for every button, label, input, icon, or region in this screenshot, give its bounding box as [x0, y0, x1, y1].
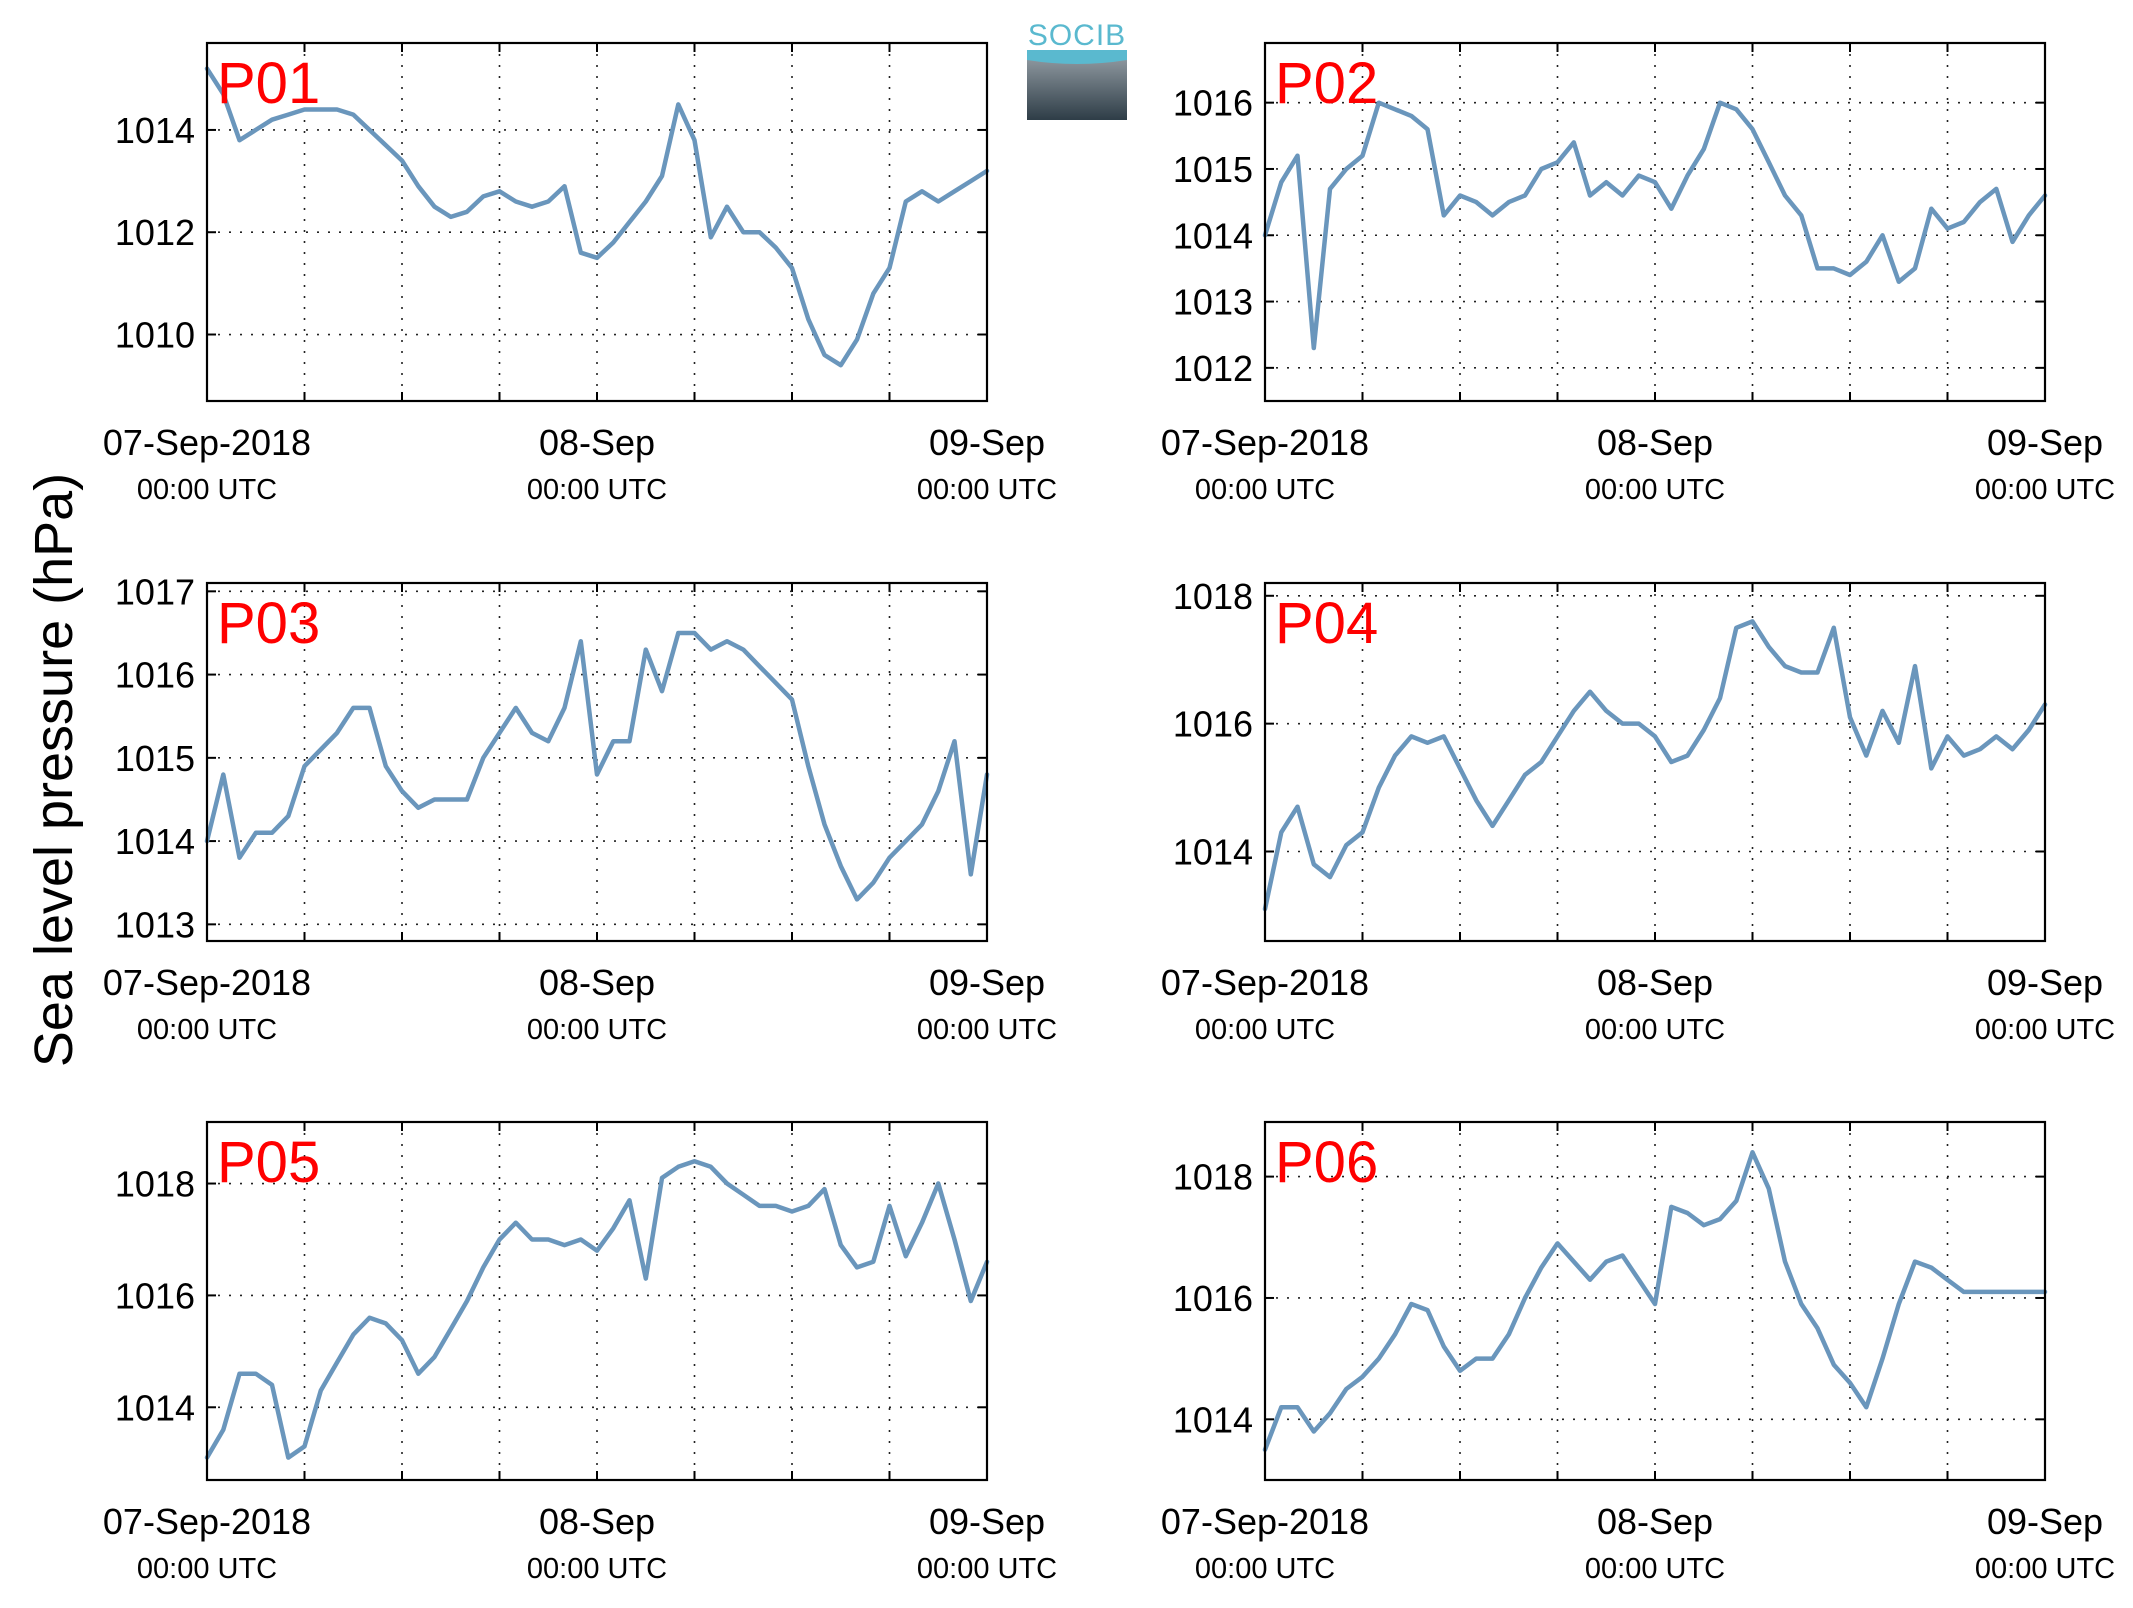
x-tick-sublabel: 00:00 UTC: [1195, 1553, 1335, 1585]
y-tick-label: 1015: [1173, 149, 1253, 190]
x-tick-label: 07-Sep-2018: [1161, 1501, 1369, 1542]
axes-frame: [205, 581, 989, 943]
x-tick-sublabel: 00:00 UTC: [1975, 1553, 2115, 1585]
x-tick-label: 08-Sep: [1597, 1501, 1713, 1542]
panel-p03: 1013 1014 1015 1016 1017 07-Sep-2018 00:00 UTC…: [103, 571, 1057, 1046]
x-tick-sublabel: 00:00 UTC: [527, 1553, 667, 1585]
x-tick-label: 09-Sep: [929, 962, 1045, 1003]
x-tick-sublabel: 00:00 UTC: [137, 1553, 277, 1585]
x-tick-sublabel: 00:00 UTC: [1195, 1014, 1335, 1046]
panel-label: P01: [217, 51, 320, 116]
x-tick-label: 09-Sep: [1987, 1501, 2103, 1542]
series-line: [204, 66, 990, 368]
series-line: [1262, 619, 2048, 912]
series-line: [204, 1158, 990, 1460]
x-tick-sublabel: 00:00 UTC: [1585, 1553, 1725, 1585]
series-line: [1262, 1150, 2048, 1452]
axes-frame: [205, 1120, 989, 1482]
panel-p05: 1014 1016 1018 07-Sep-2018 00:00 UTC 08-Sep 00…: [103, 1120, 1057, 1585]
y-tick-label: 1014: [1173, 215, 1253, 256]
logo-wave: [1027, 50, 1127, 64]
y-tick-label: 1014: [115, 110, 195, 151]
panel-p06: 1014 1016 1018 07-Sep-2018 00:00 UTC 08-Sep 00…: [1161, 1120, 2115, 1585]
y-tick-label: 1016: [1173, 1278, 1253, 1319]
x-tick-sublabel: 00:00 UTC: [527, 1014, 667, 1046]
x-tick-label: 07-Sep-2018: [1161, 962, 1369, 1003]
panel-label: P02: [1275, 51, 1378, 116]
y-tick-label: 1013: [115, 904, 195, 945]
x-tick-sublabel: 00:00 UTC: [527, 474, 667, 506]
x-tick-sublabel: 00:00 UTC: [1195, 474, 1335, 506]
x-tick-label: 08-Sep: [539, 962, 655, 1003]
y-tick-label: 1013: [1173, 282, 1253, 323]
y-tick-label: 1014: [115, 1387, 195, 1428]
x-tick-sublabel: 00:00 UTC: [917, 474, 1057, 506]
y-tick-label: 1014: [1173, 832, 1253, 873]
x-tick-sublabel: 00:00 UTC: [917, 1014, 1057, 1046]
y-tick-label: 1015: [115, 738, 195, 779]
y-tick-label: 1018: [1173, 1157, 1253, 1198]
y-tick-label: 1012: [1173, 348, 1253, 389]
panel-label: P03: [217, 591, 320, 656]
x-tick-label: 08-Sep: [1597, 422, 1713, 463]
panel-label: P06: [1275, 1130, 1378, 1195]
x-tick-sublabel: 00:00 UTC: [1975, 1014, 2115, 1046]
y-tick-label: 1016: [115, 655, 195, 696]
axes-frame: [205, 41, 989, 403]
x-tick-sublabel: 00:00 UTC: [137, 1014, 277, 1046]
series-line: [204, 630, 990, 902]
x-tick-sublabel: 00:00 UTC: [137, 474, 277, 506]
y-tick-label: 1018: [115, 1164, 195, 1205]
x-tick-label: 07-Sep-2018: [103, 962, 311, 1003]
x-tick-sublabel: 00:00 UTC: [917, 1553, 1057, 1585]
x-tick-label: 09-Sep: [929, 1501, 1045, 1542]
x-tick-label: 07-Sep-2018: [103, 1501, 311, 1542]
y-tick-label: 1016: [1173, 83, 1253, 124]
y-tick-label: 1016: [1173, 704, 1253, 745]
x-tick-sublabel: 00:00 UTC: [1975, 474, 2115, 506]
panel-p04: 1014 1016 1018 07-Sep-2018 00:00 UTC 08-Sep 00…: [1161, 576, 2115, 1046]
x-tick-label: 09-Sep: [929, 422, 1045, 463]
x-tick-label: 09-Sep: [1987, 962, 2103, 1003]
panel-label: P04: [1275, 591, 1378, 656]
axes-frame: [1263, 41, 2047, 403]
y-tick-label: 1010: [115, 315, 195, 356]
y-tick-label: 1014: [115, 821, 195, 862]
y-tick-label: 1018: [1173, 576, 1253, 617]
x-tick-sublabel: 00:00 UTC: [1585, 1014, 1725, 1046]
y-tick-label: 1017: [115, 571, 195, 612]
y-tick-label: 1012: [115, 212, 195, 253]
panel-label: P05: [217, 1130, 320, 1195]
x-tick-label: 08-Sep: [539, 1501, 655, 1542]
y-tick-label: 1014: [1173, 1399, 1253, 1440]
socib-logo: SOCIB: [1027, 19, 1127, 120]
x-tick-sublabel: 00:00 UTC: [1585, 474, 1725, 506]
logo-text: SOCIB: [1028, 19, 1126, 52]
x-tick-label: 08-Sep: [1597, 962, 1713, 1003]
series-line: [1262, 100, 2048, 351]
x-tick-label: 09-Sep: [1987, 422, 2103, 463]
x-tick-label: 07-Sep-2018: [1161, 422, 1369, 463]
x-tick-label: 07-Sep-2018: [103, 422, 311, 463]
panel-p02: 1012 1013 1014 1015 1016 07-Sep-2018 00:00 UTC…: [1161, 41, 2115, 506]
y-tick-label: 1016: [115, 1275, 195, 1316]
y-axis-label: Sea level pressure (hPa): [24, 473, 84, 1067]
axes-frame: [1263, 581, 2047, 943]
x-tick-label: 08-Sep: [539, 422, 655, 463]
axes-frame: [1263, 1120, 2047, 1482]
panel-p01: 1010 1012 1014 07-Sep-2018 00:00 UTC 08-Sep 00…: [103, 41, 1057, 506]
panels: 1010 1012 1014 07-Sep-2018 00:00 UTC 08-Sep 00…: [103, 41, 2115, 1585]
